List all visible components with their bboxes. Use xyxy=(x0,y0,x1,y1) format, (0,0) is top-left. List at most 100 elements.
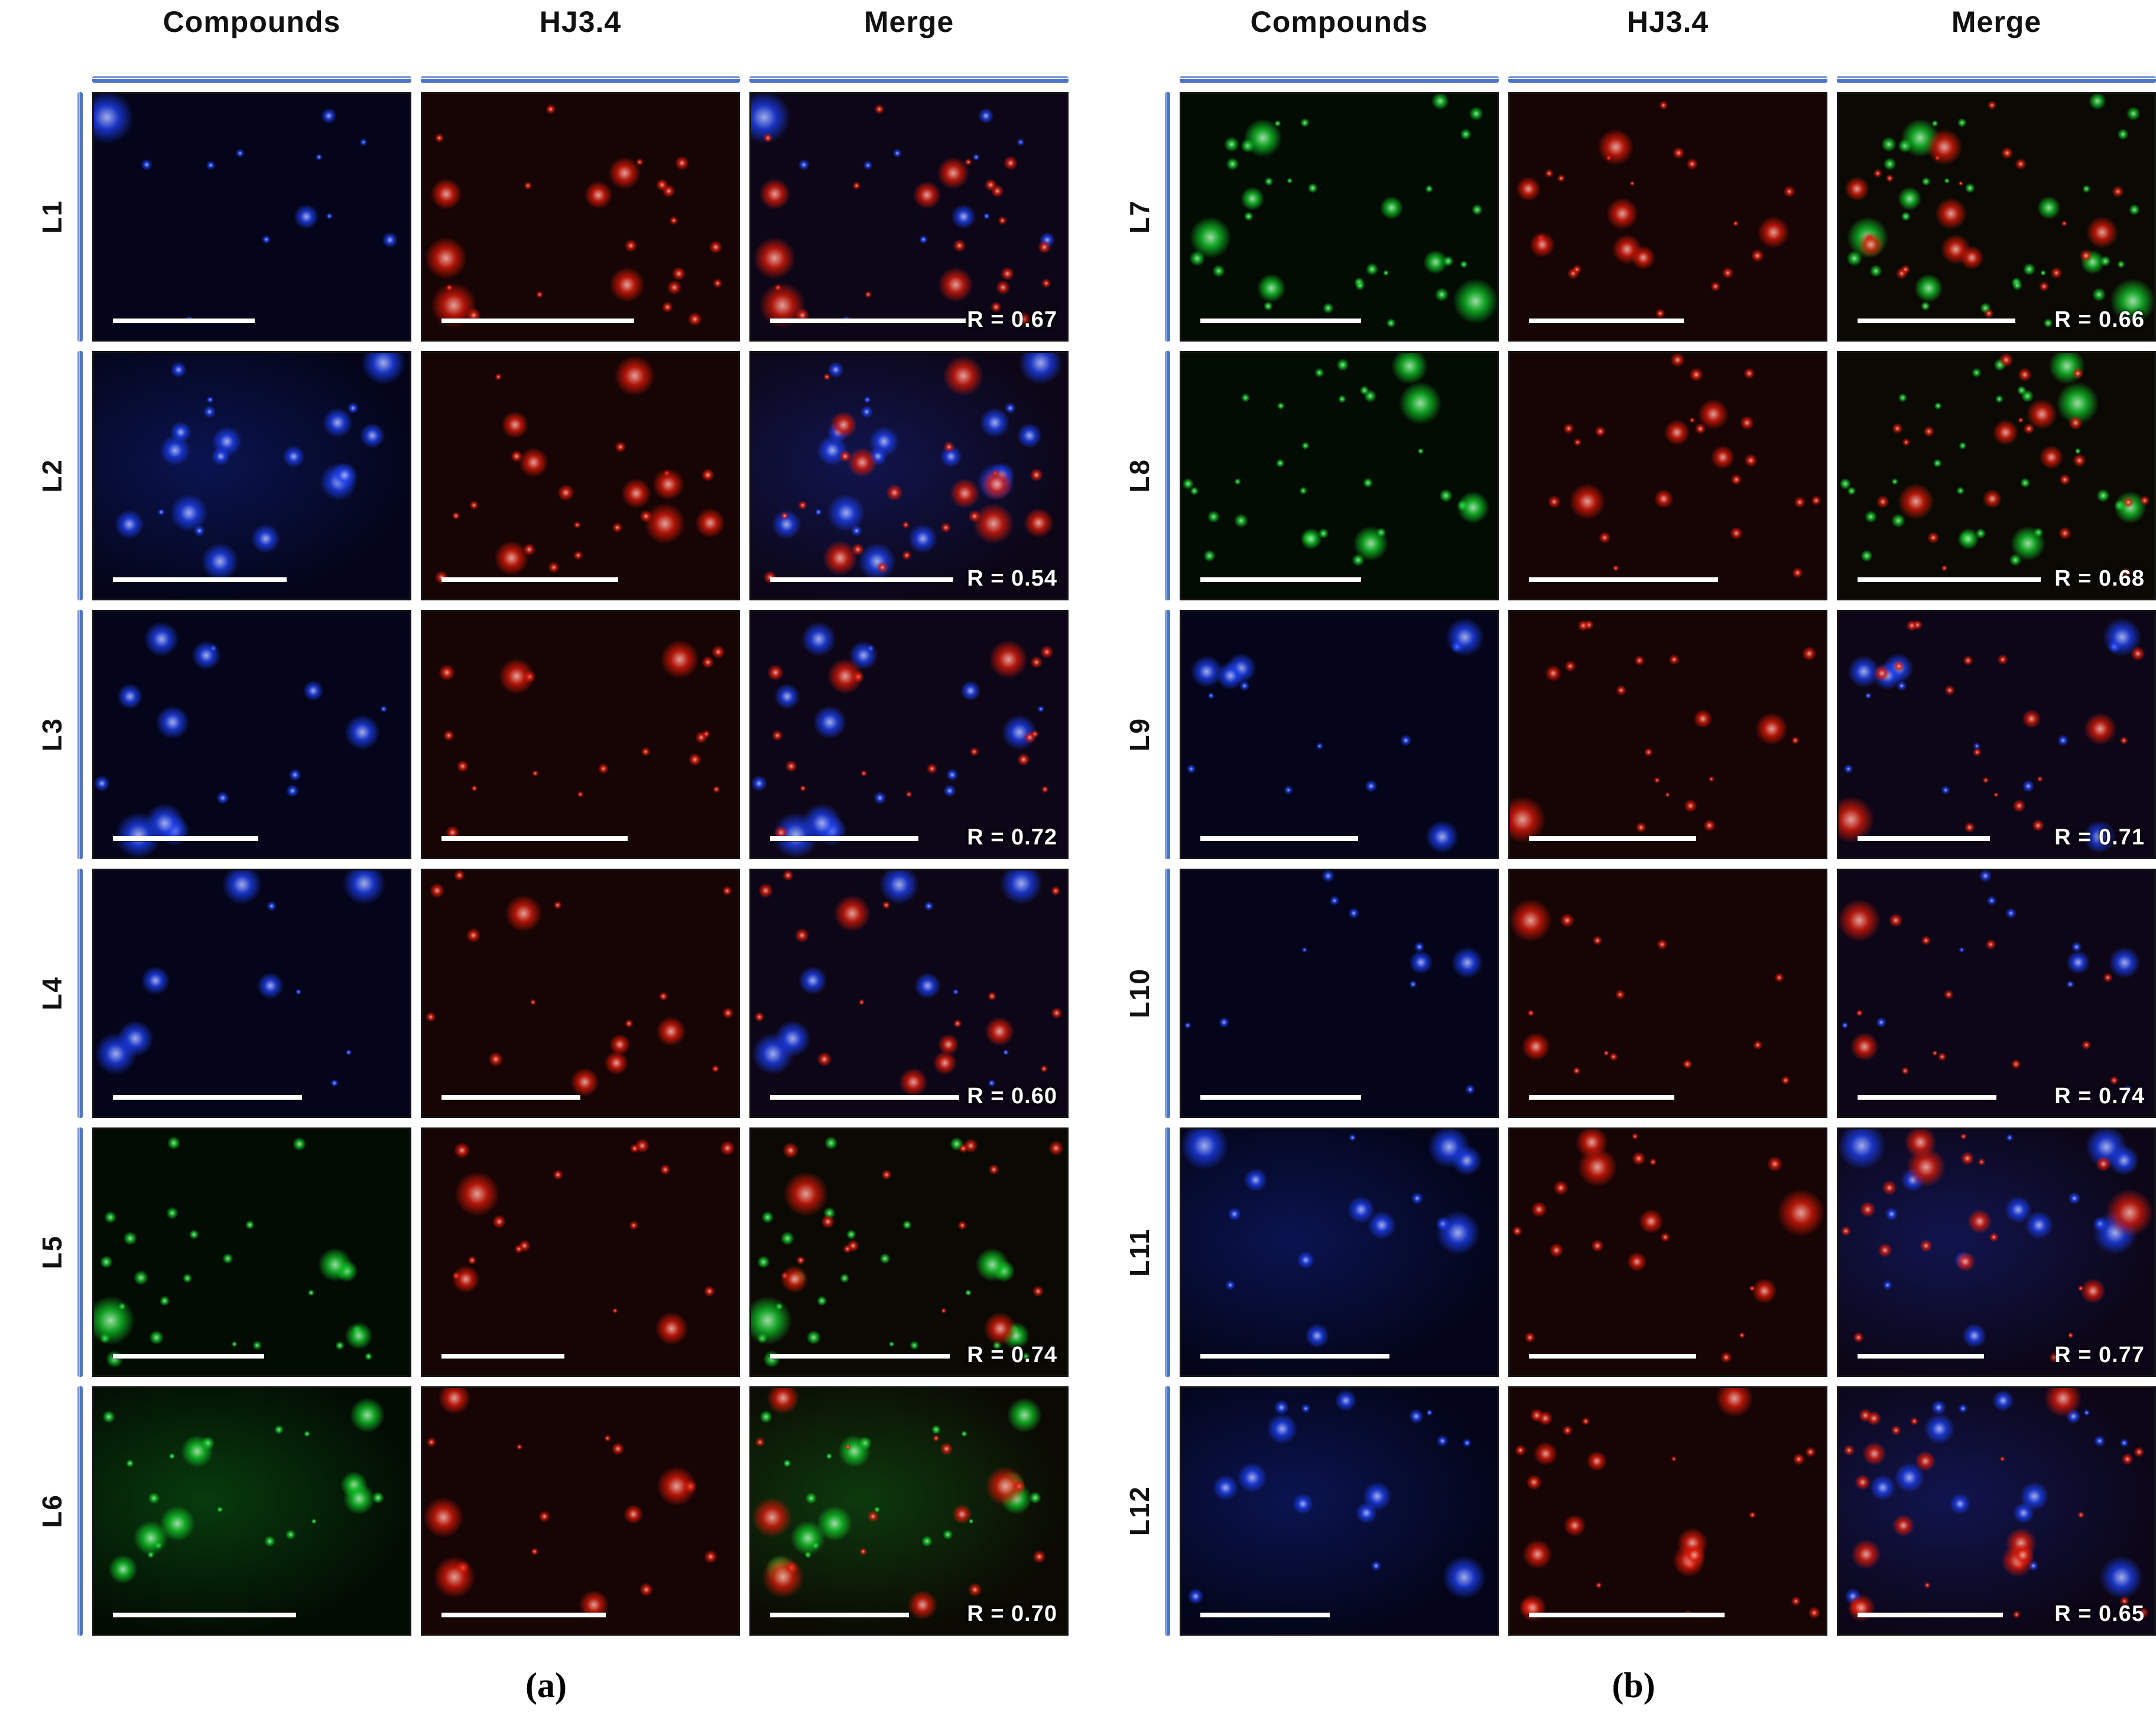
micrograph-l3-merge: R = 0.72 xyxy=(749,610,1069,859)
panel-caption-b: (b) xyxy=(1612,1666,1655,1705)
row-label: L4 xyxy=(37,976,67,1010)
micrograph-l7-compounds xyxy=(1180,92,1499,342)
row-label: L1 xyxy=(37,200,67,234)
row-accent-bar xyxy=(1165,1127,1170,1377)
row-header-l10: L10 xyxy=(1111,869,1170,1118)
row-header-l9: L9 xyxy=(1111,610,1170,859)
row-header-l3: L3 xyxy=(24,610,83,859)
column-header-label: HJ3.4 xyxy=(539,5,622,38)
scale-bar xyxy=(1529,577,1719,582)
row-accent-bar xyxy=(77,610,83,859)
row-label: L2 xyxy=(37,459,67,493)
micrograph-l6-compounds xyxy=(92,1386,411,1636)
scale-bar xyxy=(1529,319,1684,323)
row-label: L12 xyxy=(1124,1486,1155,1536)
column-header-label: Compounds xyxy=(163,5,341,38)
r-value-label: R = 0.74 xyxy=(967,1343,1057,1367)
r-value-label: R = 0.71 xyxy=(2054,825,2145,850)
micrograph-l8-merge: R = 0.68 xyxy=(1837,351,2156,600)
r-value-label: R = 0.54 xyxy=(967,566,1057,591)
micrograph-l5-compounds xyxy=(92,1127,411,1377)
scale-bar xyxy=(113,1095,303,1100)
r-value-label: R = 0.77 xyxy=(2054,1343,2145,1367)
micrograph-l2-compounds xyxy=(92,351,411,600)
column-header-label: Merge xyxy=(1951,5,2042,38)
column-header-compounds: Compounds xyxy=(92,0,411,83)
micrograph-l12-hj34 xyxy=(1508,1386,1827,1636)
r-value-label: R = 0.67 xyxy=(967,307,1057,332)
row-header-l4: L4 xyxy=(24,869,83,1118)
row-label: L9 xyxy=(1124,717,1155,752)
micrograph-l11-hj34 xyxy=(1508,1127,1827,1377)
scale-bar xyxy=(1200,1354,1390,1359)
row-accent-bar xyxy=(1165,92,1170,342)
micrograph-l10-hj34 xyxy=(1508,869,1827,1118)
micrograph-l10-merge: R = 0.74 xyxy=(1837,869,2156,1118)
scale-bar xyxy=(770,1095,960,1100)
scale-bar xyxy=(441,1354,565,1359)
micrograph-l4-compounds xyxy=(92,869,411,1118)
column-underline xyxy=(1180,76,1499,83)
panel-caption-a: (a) xyxy=(525,1666,567,1705)
micrograph-l10-compounds xyxy=(1180,869,1499,1118)
row-accent-bar xyxy=(77,1127,83,1377)
row-accent-bar xyxy=(77,1386,83,1636)
row-label: L6 xyxy=(37,1494,67,1528)
row-label: L5 xyxy=(37,1235,67,1269)
micrograph-l1-compounds xyxy=(92,92,411,342)
row-label: L7 xyxy=(1124,200,1155,234)
scale-bar xyxy=(1200,1095,1362,1100)
micrograph-l6-merge: R = 0.70 xyxy=(749,1386,1069,1636)
micrograph-l5-hj34 xyxy=(421,1127,740,1377)
scale-bar xyxy=(1858,1354,1984,1359)
micrograph-l2-merge: R = 0.54 xyxy=(749,351,1069,600)
scale-bar xyxy=(113,836,258,841)
scale-bar xyxy=(1858,577,2041,582)
scale-bar xyxy=(113,1613,296,1617)
row-accent-bar xyxy=(77,869,83,1118)
micrograph-l9-hj34 xyxy=(1508,610,1827,859)
micrograph-l7-merge: R = 0.66 xyxy=(1837,92,2156,342)
scale-bar xyxy=(1200,1613,1330,1617)
micrograph-l1-hj34 xyxy=(421,92,740,342)
scale-bar xyxy=(441,319,634,323)
scale-bar xyxy=(1529,836,1697,841)
column-header-label: Merge xyxy=(863,5,954,38)
row-label: L11 xyxy=(1124,1227,1155,1277)
panel-b: Compounds HJ3.4 Merge L7 R = 0.66 L8 R = 0.68 L… xyxy=(1111,0,2156,1706)
micrograph-l12-compounds xyxy=(1180,1386,1499,1636)
row-header-l12: L12 xyxy=(1111,1386,1170,1636)
micrograph-l9-merge: R = 0.71 xyxy=(1837,610,2156,859)
scale-bar xyxy=(441,836,628,841)
scale-bar xyxy=(113,319,255,323)
micrograph-l2-hj34 xyxy=(421,351,740,600)
row-accent-bar xyxy=(1165,869,1170,1118)
r-value-label: R = 0.65 xyxy=(2054,1601,2145,1626)
row-header-l8: L8 xyxy=(1111,351,1170,600)
row-accent-bar xyxy=(77,92,83,342)
row-header-l5: L5 xyxy=(24,1127,83,1377)
row-header-l7: L7 xyxy=(1111,92,1170,342)
row-header-l11: L11 xyxy=(1111,1127,1170,1377)
column-header-label: HJ3.4 xyxy=(1626,5,1709,38)
micrograph-l11-merge: R = 0.77 xyxy=(1837,1127,2156,1377)
scale-bar xyxy=(1858,319,2015,323)
r-value-label: R = 0.60 xyxy=(967,1084,1057,1109)
r-value-label: R = 0.68 xyxy=(2054,566,2145,591)
row-accent-bar xyxy=(1165,610,1170,859)
column-underline xyxy=(749,76,1069,83)
micrograph-l8-hj34 xyxy=(1508,351,1827,600)
scale-bar xyxy=(441,577,619,582)
row-label: L10 xyxy=(1124,968,1155,1019)
scale-bar xyxy=(1200,836,1358,841)
scale-bar xyxy=(770,577,953,582)
r-value-label: R = 0.70 xyxy=(967,1601,1057,1626)
scale-bar xyxy=(441,1095,580,1100)
scale-bar xyxy=(113,577,287,582)
column-header-merge: Merge xyxy=(749,0,1069,83)
row-accent-bar xyxy=(1165,351,1170,600)
scale-bar xyxy=(441,1613,606,1617)
column-underline xyxy=(421,76,740,83)
micrograph-l9-compounds xyxy=(1180,610,1499,859)
header-spacer xyxy=(24,0,83,83)
